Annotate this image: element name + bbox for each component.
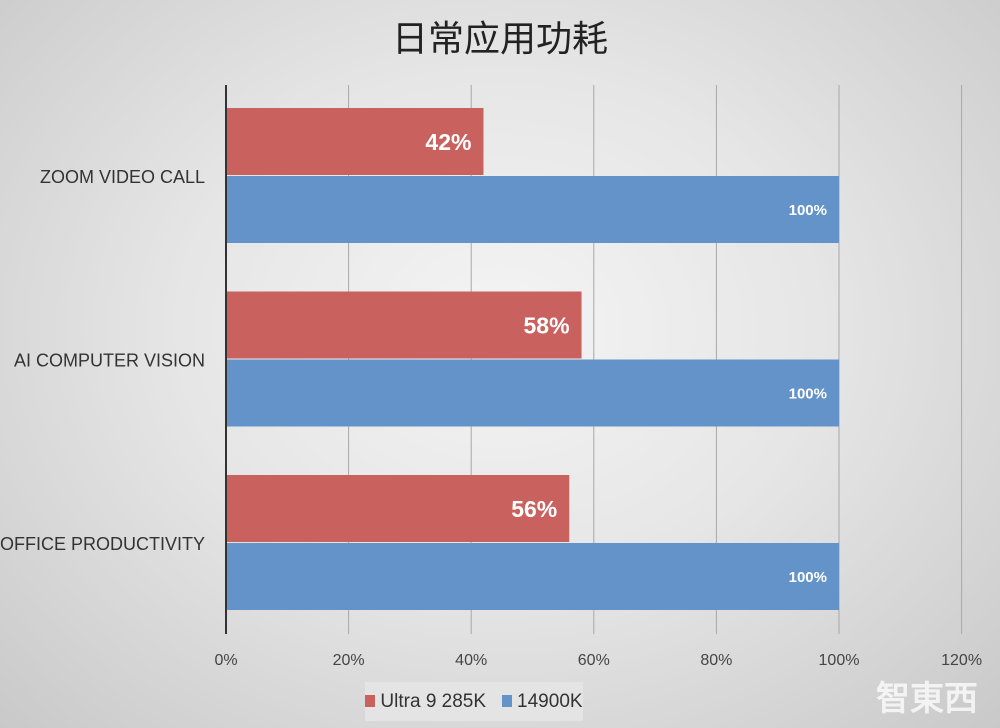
data-label: 100% [789,202,827,219]
bar-ultra [226,475,570,542]
bar-ultra [226,108,484,175]
x-tick-label: 100% [819,652,860,669]
bar-14900k [226,359,839,427]
legend-item-14900k: 14900K [502,691,583,713]
x-tick-label: 0% [214,652,237,669]
chart-title: 日常应用功耗 [391,19,608,60]
legend-label: Ultra 9 285K [380,690,487,712]
data-label: 58% [523,313,569,339]
x-tick-label: 80% [700,652,732,669]
bar-14900k [226,176,839,243]
data-label: 100% [789,569,827,586]
category-label: AI COMPUTER VISION [14,351,205,371]
legend-label: 14900K [517,690,583,712]
category-label: OFFICE PRODUCTIVITY [0,534,205,554]
bar-14900k [226,543,839,610]
data-label: 100% [789,386,827,403]
x-tick-label: 120% [941,652,982,669]
legend-swatch [365,695,376,708]
bar-ultra [226,291,582,359]
category-label: ZOOM VIDEO CALL [40,167,205,187]
watermark-logo: 智東西 [876,679,978,719]
legend-swatch [502,695,513,708]
x-tick-label: 20% [333,652,365,669]
legend: Ultra 9 285K 14900K [365,682,583,721]
data-label: 42% [425,129,471,155]
legend-item-ultra: Ultra 9 285K [365,691,486,713]
x-tick-label: 60% [578,652,610,669]
data-label: 56% [511,496,557,522]
x-tick-label: 40% [455,652,487,669]
